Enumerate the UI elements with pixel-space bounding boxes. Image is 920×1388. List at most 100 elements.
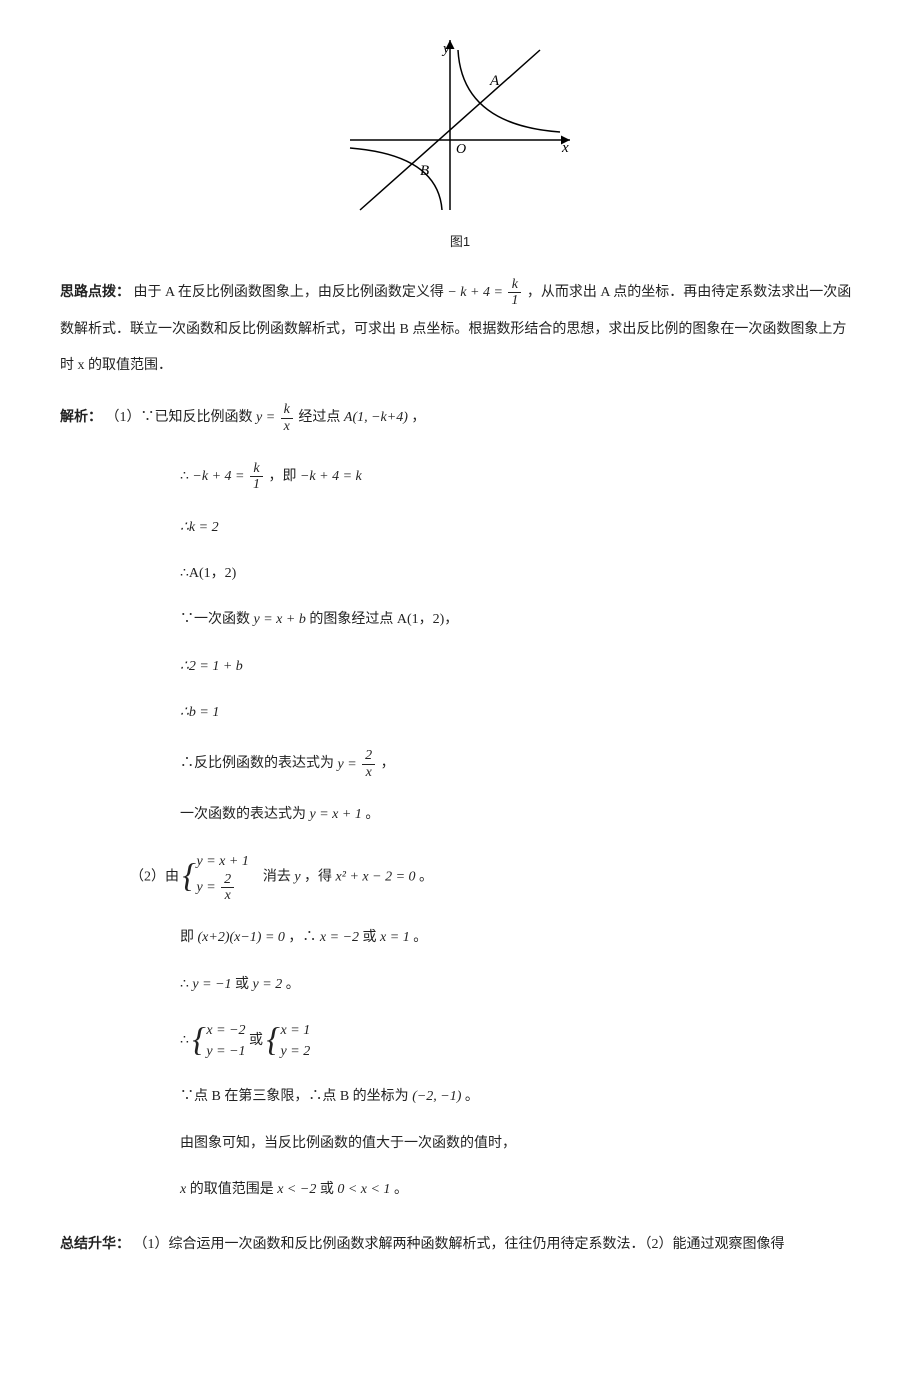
figure-1: y x O A B 图1 [60,30,860,253]
s12-b: 。 [465,1089,479,1104]
jiexi-p1c: ， [411,410,425,425]
jiexi-label: 解析： [60,408,102,424]
jiexi-line1: 解析： （1）∵已知反比例函数 y = k x 经过点 A(1, −k+4) ， [60,398,860,436]
step-s8: 一次函数的表达式为 y = x + 1 。 [180,804,860,826]
steps-block: ∴ −k + 4 = k 1 ，即 −k + 4 = k ∴k = 2 ∴A(1… [180,461,860,827]
silu-eq1-num: k [508,277,521,293]
silu-eq1: − k + 4 = k 1 [447,285,527,300]
s9-eq2: x = −2 [320,930,359,945]
p2-row1: y = x + 1 [197,851,249,872]
s14-eq1: x < −2 [277,1182,316,1197]
point-b-label: B [420,163,429,179]
p2-r2-num: 2 [221,872,234,888]
jiexi-p1-num: k [281,402,293,418]
zongjie-label: 总结升华： [60,1235,130,1251]
step-s6: ∴b = 1 [180,702,860,724]
step-s5: ∴2 = 1 + b [180,656,860,678]
steps-block-2: 即 (x+2)(x−1) = 0 ，∴ x = −2 或 x = 1 。 ∴ y… [180,927,860,1201]
silu-eq1-den: 1 [508,293,521,308]
step-s10: ∴ y = −1 或 y = 2 。 [180,974,860,996]
s14-b: 的取值范围是 [190,1182,274,1197]
s8-b: 。 [365,807,379,822]
p2-a: （2）由 [130,869,179,884]
s10-c: 。 [286,977,300,992]
s9-d: 。 [413,930,427,945]
p2-eq: x² + x − 2 = 0 [336,869,416,884]
s14-a: x [180,1182,186,1197]
s1-b: ，即 [268,469,296,484]
p2-d: 。 [419,869,433,884]
s9-a: 即 [180,930,194,945]
step-s11: ∴ x = −2 y = −1 或 x = 1 y = 2 [180,1020,860,1062]
jiexi-p1-den: x [281,419,293,434]
s7-math: y = 2 x [338,757,381,772]
s11-b2r2: y = 2 [281,1041,311,1062]
p2-row2a: y = [197,880,216,895]
jiexi-p1-eq: y = k x [256,410,298,425]
s11-brace1: x = −2 y = −1 [192,1020,245,1062]
s10-eq2: y = 2 [253,977,283,992]
s8-eq: y = x + 1 [310,807,362,822]
s14-c: 或 [320,1182,334,1197]
p2-row2-frac: 2 x [221,872,234,904]
step-s14: x 的取值范围是 x < −2 或 0 < x < 1 。 [180,1179,860,1201]
silu-t1: 由于 A 在反比例函数图象上，由反比例函数定义得 [134,285,444,300]
step-s12: ∵点 B 在第三象限，∴点 B 的坐标为 (−2, −1) 。 [180,1086,860,1108]
s7-y: y = [338,757,357,772]
s10-b: 或 [235,977,249,992]
s1-math: −k + 4 = k 1 [192,469,268,484]
jiexi-p2: （2）由 y = x + 1 y = 2 x 消去 y ，得 x² + x − … [130,851,860,904]
s9-b: ，∴ [288,930,316,945]
p2-y: y [294,869,300,884]
step-s4: ∵一次函数 y = x + b 的图象经过点 A(1，2)， [180,609,860,631]
silu-para: 思路点拨： 由于 A 在反比例函数图象上，由反比例函数定义得 − k + 4 =… [60,273,860,384]
p2-brace: y = x + 1 y = 2 x [183,851,249,904]
s7-num: 2 [362,748,375,764]
s14-eq2: 0 < x < 1 [337,1182,390,1197]
step-s9: 即 (x+2)(x−1) = 0 ，∴ x = −2 或 x = 1 。 [180,927,860,949]
step-s13: 由图象可知，当反比例函数的值大于一次函数的值时， [180,1133,860,1155]
s4-eq: y = x + b [254,612,306,627]
s8-a: 一次函数的表达式为 [180,807,306,822]
s9-eq: (x+2)(x−1) = 0 [198,930,285,945]
jiexi-p1-pt: A(1, −k+4) [344,410,408,425]
s1-den: 1 [250,477,263,492]
step-s2: ∴k = 2 [180,517,860,539]
zongjie-text: （1）综合运用一次函数和反比例函数求解两种函数解析式，往往仍用待定系数法．（2）… [134,1237,785,1252]
figure-caption: 图1 [60,232,860,253]
zongjie-para: 总结升华： （1）综合运用一次函数和反比例函数求解两种函数解析式，往往仍用待定系… [60,1225,860,1263]
jiexi-p1b: 经过点 [298,410,340,425]
s4-b: 的图象经过点 A(1，2)， [309,612,458,627]
s11-b1r1: x = −2 [206,1020,245,1041]
s1-rhs: −k + 4 = k [300,469,362,484]
p2-b: 消去 [263,869,291,884]
s7-a: ∴反比例函数的表达式为 [180,757,334,772]
jiexi-p1-frac: k x [281,402,293,434]
s12-pt: (−2, −1) [412,1089,461,1104]
s4-a: ∵一次函数 [180,612,250,627]
p2-c: ，得 [304,869,332,884]
s12-a: ∵点 B 在第三象限，∴点 B 的坐标为 [180,1089,409,1104]
s7-den: x [362,765,375,780]
s11-b1r2: y = −1 [206,1041,245,1062]
origin-label: O [456,142,466,157]
s1-lhs: −k + 4 = [192,469,244,484]
s9-eq3: x = 1 [380,930,410,945]
jiexi-p1a: （1）∵已知反比例函数 [106,410,253,425]
s11-a: ∴ [180,1033,189,1048]
silu-eq1-lhs: − k + 4 = [447,285,503,300]
s14-d: 。 [394,1182,408,1197]
graph-svg: y x O A B [330,30,590,220]
silu-eq1-frac: k 1 [508,277,521,309]
s1-num: k [250,461,263,477]
s11-b2r1: x = 1 [281,1020,311,1041]
s11-brace2: x = 1 y = 2 [267,1020,311,1062]
p2-r2-den: x [221,888,234,903]
point-a-label: A [489,73,500,89]
s7-b: ， [381,757,395,772]
step-s7: ∴反比例函数的表达式为 y = 2 x ， [180,748,860,780]
s7-frac: 2 x [362,748,375,780]
axis-x-label: x [561,140,569,156]
s1-a: ∴ [180,469,189,484]
s9-c: 或 [363,930,377,945]
